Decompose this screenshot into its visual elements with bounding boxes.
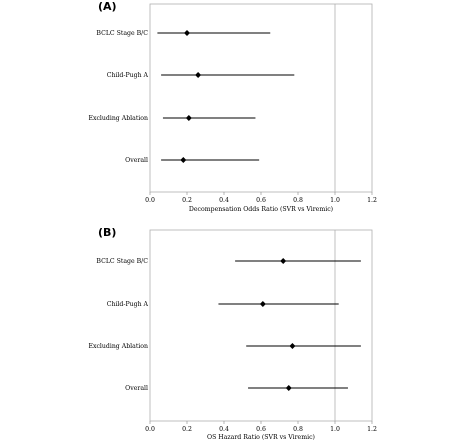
x-tick-label: 0.4 [219, 426, 229, 433]
x-tick-label: 0.4 [219, 197, 229, 204]
x-tick-label: 0.2 [182, 197, 192, 204]
x-tick-label: 0.8 [293, 197, 303, 204]
point-estimate [259, 301, 266, 307]
row-label: Child-Pugh A [107, 72, 149, 79]
panel-label: (A) [98, 0, 117, 13]
panel-label: (B) [98, 226, 116, 239]
x-tick-label: 0.6 [256, 426, 266, 433]
x-tick-label: 0.8 [293, 426, 303, 433]
x-tick-label: 0.6 [256, 197, 266, 204]
point-estimate [195, 72, 202, 78]
forest-panel-a: (A) 0.0 0.2 0.4 0.6 0.8 1.0 1.2 Decompensation O… [88, 0, 377, 213]
x-axis-label: OS Hazard Ratio (SVR vs Viremic) [207, 434, 315, 441]
row-label: Overall [125, 385, 148, 392]
point-estimate [185, 115, 192, 121]
x-tick-label: 1.0 [330, 197, 340, 204]
row-label: Excluding Ablation [88, 343, 148, 350]
x-tick-label: 1.2 [367, 197, 377, 204]
x-tick-label: 0.2 [182, 426, 192, 433]
point-estimate [184, 30, 190, 36]
x-tick-label: 1.0 [330, 426, 340, 433]
plot-frame [149, 229, 373, 422]
row-label: Excluding Ablation [88, 115, 148, 122]
x-axis-label: Decompensation Odds Ratio (SVR vs Viremi… [189, 206, 333, 213]
row-label: Overall [125, 157, 148, 164]
row-label: Child-Pugh A [107, 301, 149, 308]
row-label: BCLC Stage B/C [96, 258, 148, 265]
x-tick-label: 1.2 [367, 426, 377, 433]
point-estimate [289, 343, 296, 349]
x-tick-label: 0.0 [145, 197, 155, 204]
point-estimate [180, 157, 187, 163]
point-estimate [280, 258, 287, 264]
forest-panel-b: (B) 0.0 0.2 0.4 0.6 0.8 1.0 1.2 OS Hazard Ratio … [88, 226, 377, 441]
x-tick-label: 0.0 [145, 426, 155, 433]
point-estimate [285, 385, 292, 391]
row-label: BCLC Stage B/C [96, 30, 148, 37]
plot-frame [149, 3, 373, 193]
